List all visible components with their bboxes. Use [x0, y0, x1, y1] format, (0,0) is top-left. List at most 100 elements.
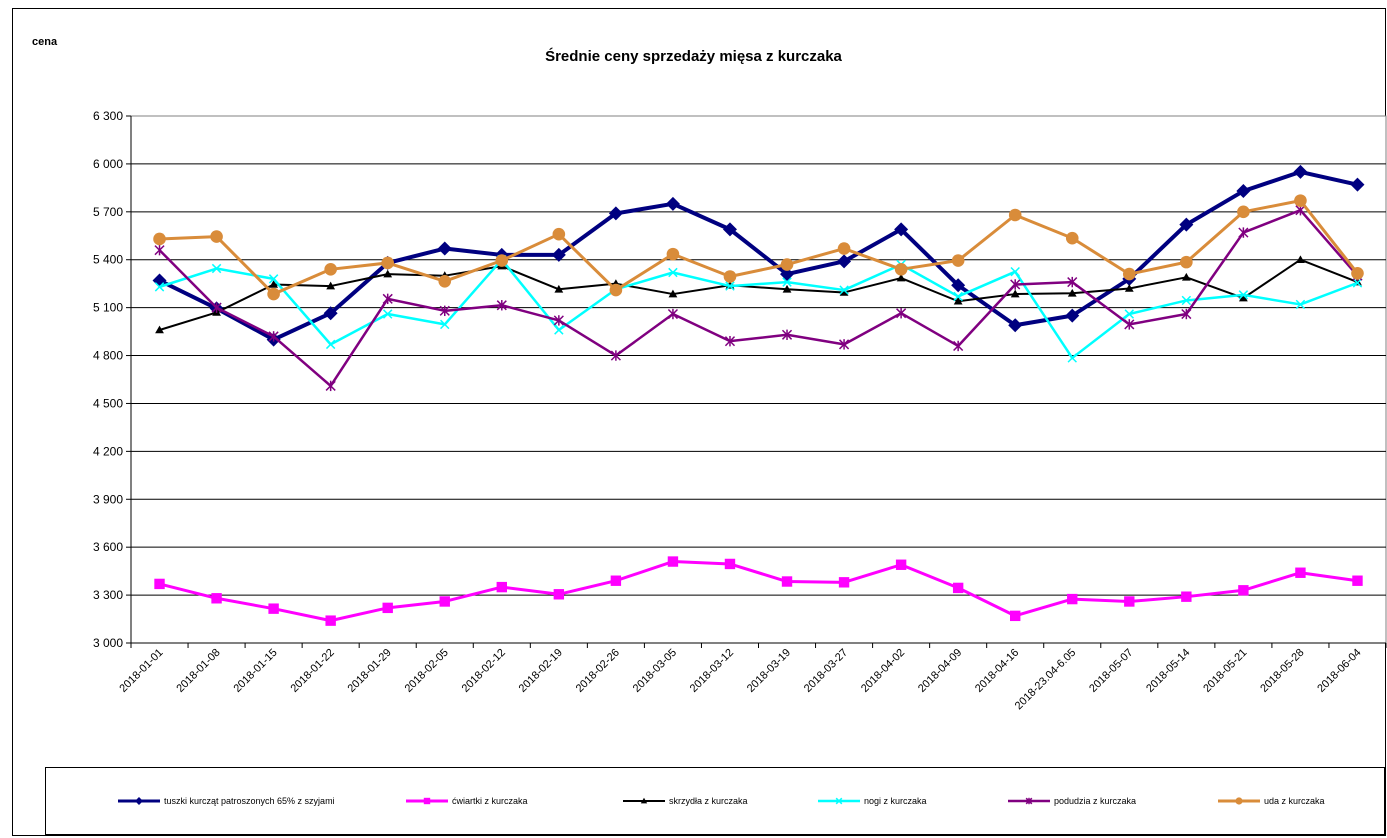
data-point: [668, 289, 678, 298]
data-point: [1352, 278, 1363, 288]
data-point: [382, 602, 393, 614]
data-point: [1010, 610, 1021, 622]
x-tick-label: 2018-05-14: [1144, 647, 1192, 695]
data-point: [838, 577, 850, 588]
legend-swatch: [406, 797, 448, 805]
data-point: [1010, 289, 1020, 298]
data-point: [1067, 593, 1078, 605]
y-tick-label: 4 200: [93, 444, 123, 458]
data-point: [135, 797, 143, 805]
x-tick-label: 2018-04-16: [973, 647, 1021, 695]
legend-swatch: [118, 797, 160, 805]
data-point: [953, 291, 963, 302]
data-point: [1236, 184, 1251, 199]
legend-label: uda z kurczaka: [1264, 796, 1325, 806]
data-point: [1008, 208, 1022, 222]
y-tick-label: 4 500: [93, 396, 123, 410]
data-point: [609, 283, 623, 297]
data-point: [1010, 279, 1021, 290]
data-point: [1065, 231, 1079, 245]
data-point: [1067, 276, 1078, 288]
data-point: [894, 263, 908, 276]
data-point: [1238, 293, 1248, 302]
data-point: [1238, 585, 1249, 596]
data-point: [952, 582, 964, 594]
series-line: [158, 208, 1359, 388]
legend-item: ćwiartki z kurczaka: [404, 794, 528, 808]
x-tick-label: 2018-01-15: [231, 647, 279, 695]
data-point: [438, 274, 452, 288]
legend-label: podudzia z kurczaka: [1054, 796, 1137, 806]
data-point: [1025, 797, 1033, 805]
data-point: [1238, 290, 1249, 300]
data-point: [496, 300, 507, 311]
data-point: [724, 558, 736, 570]
legend-label: nogi z kurczaka: [864, 796, 927, 806]
data-point: [839, 288, 849, 296]
y-tick-label: 3 900: [93, 492, 123, 506]
data-point: [323, 306, 338, 321]
data-point: [551, 247, 566, 262]
data-point: [554, 325, 564, 335]
data-point: [1008, 318, 1023, 333]
legend-swatch: [1008, 797, 1050, 805]
data-point: [1295, 299, 1306, 310]
series-lines: [152, 164, 1365, 626]
data-point: [382, 309, 393, 319]
y-tick-label: 6 300: [93, 109, 123, 123]
data-point: [722, 222, 737, 237]
data-point: [665, 196, 680, 211]
y-tick-label: 5 100: [93, 301, 123, 315]
data-point: [553, 589, 565, 600]
x-tick-label: 2018-05-28: [1258, 647, 1306, 695]
data-point: [608, 206, 623, 221]
data-point: [267, 287, 280, 301]
data-point: [155, 325, 164, 334]
legend-item: uda z kurczaka: [1216, 794, 1325, 808]
data-point: [835, 797, 843, 805]
data-point: [268, 274, 279, 284]
data-point: [423, 797, 431, 805]
x-tick-label: 2018-02-05: [403, 647, 451, 695]
data-point: [725, 281, 735, 291]
x-tick-label: 2018-23.04-6.05: [1013, 647, 1079, 713]
data-point: [724, 335, 736, 347]
data-point: [325, 615, 336, 626]
legend-item: skrzydła z kurczaka: [621, 794, 748, 808]
x-tick-label: 2018-06-04: [1315, 647, 1363, 695]
x-tick-label: 2018-03-05: [631, 647, 679, 695]
data-point: [495, 254, 509, 267]
gridlines: [131, 163, 1386, 596]
chart-title: Średnie ceny sprzedaży mięsa z kurczaka: [545, 48, 842, 65]
data-point: [1181, 295, 1192, 306]
x-tick-label: 2018-01-01: [117, 647, 165, 695]
data-point: [894, 222, 909, 237]
data-point: [780, 258, 794, 271]
data-point: [782, 284, 792, 293]
data-point: [1296, 255, 1305, 264]
data-point: [610, 575, 622, 586]
legend-label: ćwiartki z kurczaka: [452, 796, 528, 806]
data-point: [896, 273, 906, 282]
data-point: [953, 340, 964, 352]
x-tick-label: 2018-02-19: [517, 647, 565, 695]
data-point: [668, 267, 678, 278]
data-point: [896, 308, 907, 319]
data-point: [667, 308, 679, 320]
data-point: [268, 603, 279, 614]
x-tick-label: 2018-05-07: [1087, 647, 1135, 695]
data-point: [381, 256, 395, 270]
x-tick-label: 2018-05-21: [1201, 647, 1249, 695]
data-point: [554, 284, 564, 293]
data-point: [440, 319, 450, 330]
data-point: [496, 581, 507, 593]
data-point: [1294, 194, 1307, 207]
data-point: [782, 277, 792, 287]
series-line: [159, 258, 1358, 331]
data-point: [1237, 205, 1250, 219]
y-tick-label: 6 000: [93, 157, 123, 171]
y-tick-label: 5 700: [93, 205, 123, 219]
legend-item: podudzia z kurczaka: [1006, 794, 1136, 808]
data-point: [552, 227, 566, 241]
